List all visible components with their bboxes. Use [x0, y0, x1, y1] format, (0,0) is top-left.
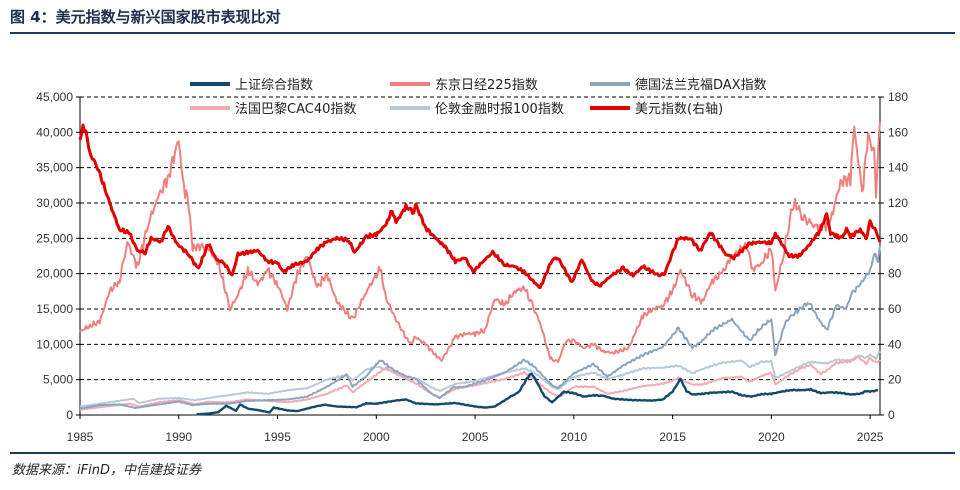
y-right-tick-label: 80	[888, 267, 902, 281]
y-right-tick-label: 180	[888, 90, 908, 104]
y-left-tick-label: 0	[66, 408, 73, 422]
figure-title: 图 4：美元指数与新兴国家股市表现比对	[10, 8, 281, 26]
legend-label-ftse: 伦敦金融时报100指数	[435, 101, 564, 117]
x-tick-label: 2010	[560, 430, 587, 444]
series-lines	[78, 121, 882, 416]
x-tick-label: 2025	[857, 430, 884, 444]
legend-label-usd: 美元指数(右轴)	[635, 102, 723, 117]
legend-label-cac: 法国巴黎CAC40指数	[235, 102, 356, 117]
y-left-tick-label: 25,000	[36, 231, 73, 245]
series-line-cac	[79, 356, 881, 411]
y-right-tick-label: 60	[888, 302, 902, 316]
series-line-nikkei	[79, 121, 881, 364]
x-tick-label: 2000	[363, 430, 390, 444]
y-right-tick-label: 140	[888, 161, 908, 175]
series-line-ftse	[79, 350, 881, 408]
y-right-tick-label: 20	[888, 373, 902, 387]
y-left-tick-label: 30,000	[36, 196, 73, 210]
source-note: 数据来源：iFinD，中信建投证券	[12, 463, 201, 478]
x-tick-label: 1995	[264, 430, 291, 444]
x-tick-label: 2015	[659, 430, 686, 444]
axes: 0 5,000 10,000 15,000 20,000 25,000 30,000 35,0…	[36, 90, 908, 444]
y-left-tick-label: 20,000	[36, 267, 73, 281]
y-left-tick-label: 35,000	[36, 161, 73, 175]
series-line-sse	[196, 372, 879, 416]
y-left-tick-label: 5,000	[43, 373, 73, 387]
y-right-tick-label: 100	[888, 231, 908, 245]
y-right-tick-label: 120	[888, 196, 908, 210]
y-left-tick-label: 45,000	[36, 90, 73, 104]
y-left-tick-label: 40,000	[36, 125, 73, 139]
legend-label-dax: 德国法兰克福DAX指数	[635, 78, 767, 93]
x-tick-label: 1985	[67, 430, 94, 444]
y-right-tick-label: 160	[888, 125, 908, 139]
x-tick-label: 1990	[165, 430, 192, 444]
y-left-tick-label: 15,000	[36, 302, 73, 316]
legend-label-nikkei: 东京日经225指数	[435, 78, 538, 93]
y-left-tick-label: 10,000	[36, 337, 73, 351]
x-tick-label: 2020	[758, 430, 785, 444]
y-right-tick-label: 40	[888, 337, 902, 351]
series-line-usd	[78, 123, 882, 289]
title-rule	[10, 32, 955, 34]
grid-lines	[80, 96, 880, 381]
series-line-dax	[79, 245, 881, 410]
legend-label-sse: 上证综合指数	[235, 78, 313, 93]
y-right-tick-label: 0	[888, 408, 895, 422]
x-tick-label: 2005	[462, 430, 489, 444]
footer-rule	[10, 452, 955, 454]
